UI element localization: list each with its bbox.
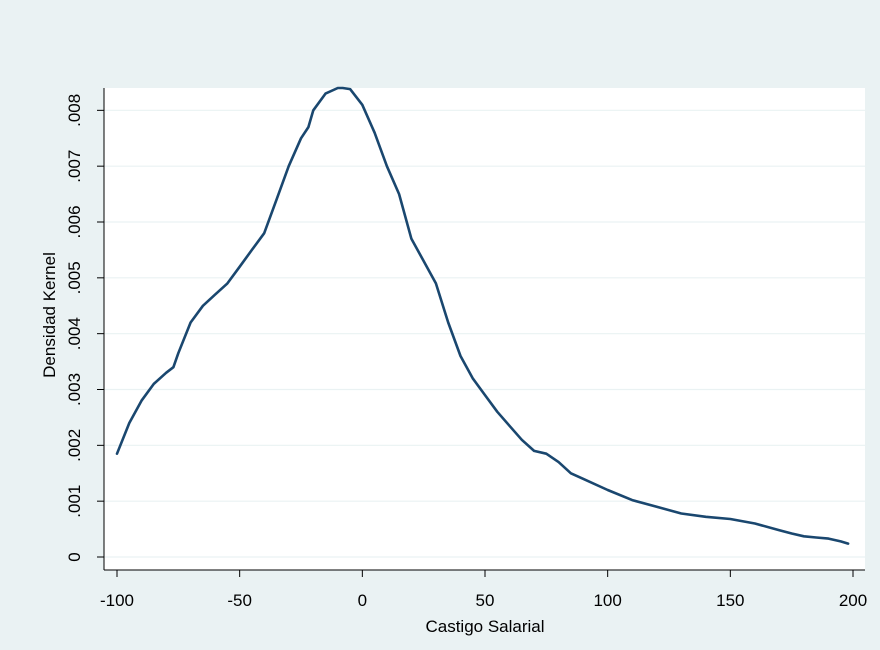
- y-tick-label: .003: [65, 373, 84, 406]
- plot-area: [104, 88, 865, 570]
- density-series: [115, 86, 850, 545]
- x-axis-title: Castigo Salarial: [425, 617, 544, 636]
- x-tick-label: -50: [227, 591, 252, 610]
- y-tick-label: .007: [65, 150, 84, 183]
- density-line: [115, 86, 850, 545]
- y-tick-label: .004: [65, 317, 84, 350]
- y-tick-label: 0: [65, 552, 84, 561]
- x-tick-label: 150: [716, 591, 744, 610]
- axis-labels: -100 -50 0 50 100 150 200 0 .001 .002 .003 .004 .005…: [40, 94, 867, 636]
- y-tick-label: .001: [65, 485, 84, 518]
- gridlines: [104, 109, 865, 558]
- x-tick-label: 50: [476, 591, 495, 610]
- x-tick-label: 0: [358, 591, 367, 610]
- axes: [97, 88, 865, 577]
- y-tick-label: .005: [65, 261, 84, 294]
- y-axis-title: Densidad Kernel: [40, 252, 59, 378]
- x-tick-label: 100: [593, 591, 621, 610]
- y-tick-label: .006: [65, 205, 84, 238]
- y-tick-label: .008: [65, 94, 84, 127]
- x-tick-label: -100: [100, 591, 134, 610]
- y-tick-label: .002: [65, 429, 84, 462]
- x-tick-label: 200: [839, 591, 867, 610]
